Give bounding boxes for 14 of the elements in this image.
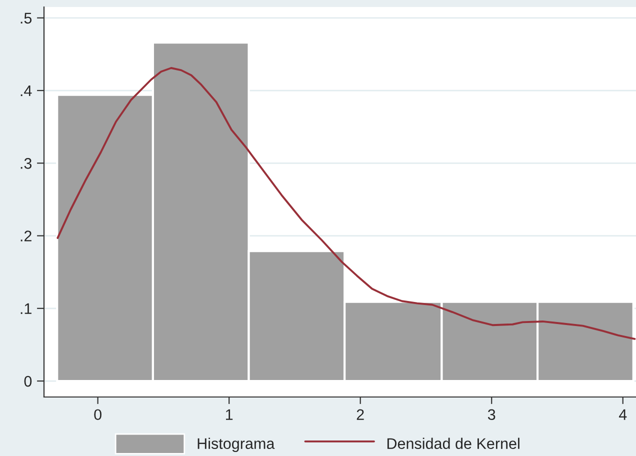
x-tick-label: 3 <box>488 409 496 420</box>
y-tick-label: .1 <box>20 303 32 314</box>
x-tick-label: 1 <box>226 409 233 420</box>
y-tick-label: .2 <box>20 230 32 242</box>
legend-label: Densidad de Kernel <box>387 438 520 449</box>
y-tick-label: .4 <box>20 86 32 96</box>
x-tick-label: 4 <box>618 409 627 420</box>
line-series <box>56 67 636 340</box>
y-tick-label: .3 <box>20 158 32 169</box>
legend-label: Histograma <box>198 438 275 452</box>
y-tick-label: 0 <box>24 376 32 387</box>
x-tick-label: 0 <box>94 409 102 420</box>
y-tick-label: .5 <box>20 12 32 24</box>
x-tick-label: 2 <box>356 409 364 420</box>
